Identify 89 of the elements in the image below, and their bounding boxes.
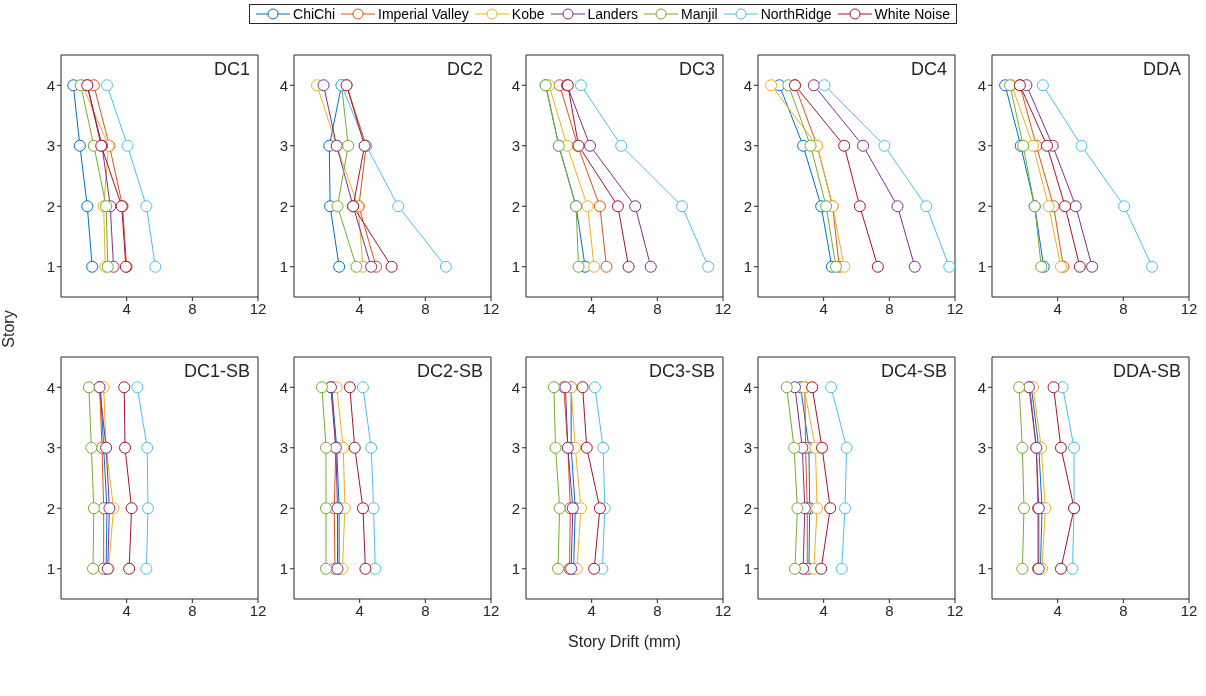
legend-label: NorthRidge	[760, 6, 832, 22]
x-tick-label: 12	[714, 299, 732, 317]
legend-label: Imperial Valley	[378, 6, 469, 22]
chart-title: DC1	[213, 59, 250, 80]
legend-label: White Noise	[874, 6, 950, 22]
y-tick-label: 3	[279, 137, 288, 155]
y-tick-label: 2	[743, 197, 752, 215]
legend-label: Manjil	[681, 6, 718, 22]
y-tick-label: 4	[279, 378, 288, 396]
x-tick-label: 8	[1119, 299, 1128, 317]
x-tick-label: 12	[714, 601, 732, 619]
y-tick-label: 4	[46, 76, 55, 94]
y-tick-label: 2	[743, 499, 752, 517]
y-tick-label: 1	[743, 560, 752, 578]
y-tick-label: 1	[511, 560, 520, 578]
x-tick-label: 4	[122, 601, 131, 619]
x-tick-label: 12	[482, 601, 500, 619]
x-tick-label: 4	[587, 601, 596, 619]
chart-title: DC3-SB	[648, 361, 715, 382]
chart-title: DDA-SB	[1112, 361, 1181, 382]
y-tick-label: 1	[743, 258, 752, 276]
x-tick-label: 4	[819, 601, 828, 619]
x-axis-title: Story Drift (mm)	[567, 633, 682, 651]
y-tick-label: 3	[743, 439, 752, 457]
x-tick-label: 8	[653, 299, 662, 317]
y-tick-label: 2	[511, 499, 520, 517]
y-tick-label: 3	[46, 137, 55, 155]
x-tick-label: 8	[188, 299, 197, 317]
x-tick-label: 8	[188, 601, 197, 619]
chart-title: DC2-SB	[416, 361, 483, 382]
y-tick-label: 2	[279, 499, 288, 517]
y-tick-label: 4	[743, 378, 752, 396]
y-tick-label: 2	[46, 499, 55, 517]
x-tick-label: 12	[946, 299, 964, 317]
legend-label: Landers	[587, 6, 639, 22]
y-tick-label: 1	[511, 258, 520, 276]
y-tick-label: 2	[511, 197, 520, 215]
y-tick-label: 4	[977, 76, 986, 94]
y-tick-label: 2	[977, 197, 986, 215]
y-tick-label: 2	[977, 499, 986, 517]
x-tick-label: 8	[885, 299, 894, 317]
x-tick-label: 4	[1053, 299, 1062, 317]
x-tick-label: 12	[1180, 299, 1198, 317]
y-tick-label: 3	[279, 439, 288, 457]
y-tick-label: 1	[46, 258, 55, 276]
x-tick-label: 12	[249, 601, 267, 619]
x-tick-label: 8	[1119, 601, 1128, 619]
y-tick-label: 4	[743, 76, 752, 94]
y-tick-label: 2	[46, 197, 55, 215]
x-tick-label: 12	[946, 601, 964, 619]
x-tick-label: 4	[355, 601, 364, 619]
x-tick-label: 8	[421, 299, 430, 317]
x-tick-label: 8	[421, 601, 430, 619]
y-tick-label: 3	[46, 439, 55, 457]
x-tick-label: 4	[122, 299, 131, 317]
x-tick-label: 4	[587, 299, 596, 317]
y-axis-title: Story	[0, 310, 18, 348]
y-tick-label: 4	[511, 76, 520, 94]
y-tick-label: 1	[977, 560, 986, 578]
x-tick-label: 12	[249, 299, 267, 317]
x-tick-label: 12	[482, 299, 500, 317]
y-tick-label: 2	[279, 197, 288, 215]
y-tick-label: 3	[743, 137, 752, 155]
y-tick-label: 4	[511, 378, 520, 396]
y-tick-label: 3	[511, 137, 520, 155]
x-tick-label: 4	[819, 299, 828, 317]
chart-title: DC3	[678, 59, 715, 80]
x-tick-label: 4	[355, 299, 364, 317]
chart-title: DC1-SB	[183, 361, 250, 382]
y-tick-label: 3	[977, 439, 986, 457]
y-tick-label: 1	[46, 560, 55, 578]
x-tick-label: 4	[1053, 601, 1062, 619]
legend-label: Kobe	[511, 6, 545, 22]
x-tick-label: 12	[1180, 601, 1198, 619]
y-tick-label: 4	[977, 378, 986, 396]
y-tick-label: 1	[279, 258, 288, 276]
legend-label: ChiChi	[293, 6, 336, 22]
y-tick-label: 4	[279, 76, 288, 94]
y-tick-label: 4	[46, 378, 55, 396]
chart-title: DC4	[910, 59, 947, 80]
y-tick-label: 3	[511, 439, 520, 457]
x-tick-label: 8	[885, 601, 894, 619]
y-tick-label: 3	[977, 137, 986, 155]
chart-title: DC4-SB	[880, 361, 947, 382]
chart-title: DC2	[446, 59, 483, 80]
y-tick-label: 1	[279, 560, 288, 578]
chart-title: DDA	[1142, 59, 1181, 80]
x-tick-label: 8	[653, 601, 662, 619]
y-tick-label: 1	[977, 258, 986, 276]
